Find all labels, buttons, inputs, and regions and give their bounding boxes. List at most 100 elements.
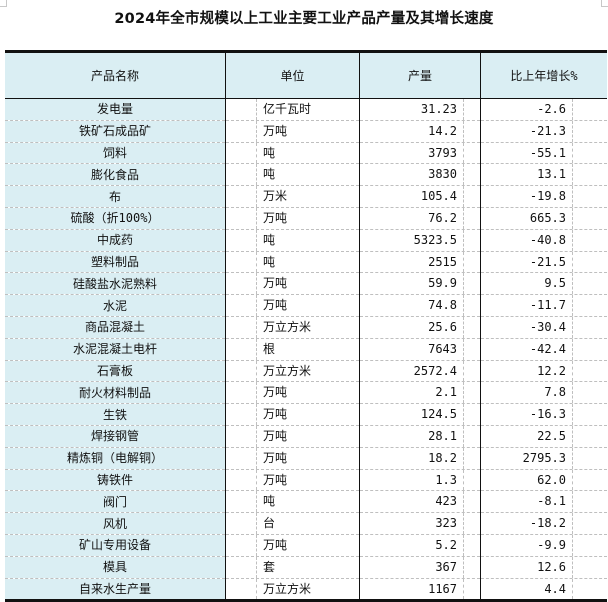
production-table: 产品名称 单位 产量 比上年增长% 发电量 亿千瓦时 31.23 -2.6 铁矿石成品矿… bbox=[5, 50, 607, 602]
growth: 9.5 bbox=[481, 273, 573, 294]
output-cell: 5323.5 bbox=[359, 229, 481, 252]
output-cell: 367 bbox=[359, 556, 481, 579]
unit-cell: 万吨 bbox=[225, 403, 360, 426]
growth: 2795.3 bbox=[481, 447, 573, 469]
growth-cell: 22.5 bbox=[480, 425, 607, 448]
output-cell: 31.23 bbox=[359, 98, 481, 121]
table-row: 布 万米 105.4 -19.8 bbox=[5, 185, 607, 208]
product-name: 膨化食品 bbox=[5, 163, 226, 187]
product-name: 商品混凝土 bbox=[5, 316, 226, 339]
unit-cell: 万吨 bbox=[225, 425, 360, 448]
growth-cell: -21.3 bbox=[480, 120, 607, 143]
table-row: 焊接钢管 万吨 28.1 22.5 bbox=[5, 425, 607, 448]
output: 5323.5 bbox=[360, 229, 464, 251]
output-cell: 423 bbox=[359, 490, 481, 514]
table-row: 硅酸盐水泥熟料 万吨 59.9 9.5 bbox=[5, 272, 607, 296]
output: 1.3 bbox=[360, 469, 464, 490]
output: 323 bbox=[360, 513, 464, 534]
unit-cell: 亿千瓦时 bbox=[225, 98, 360, 121]
product-name: 中成药 bbox=[5, 229, 226, 252]
growth-cell: -18.2 bbox=[480, 512, 607, 535]
table-row: 模具 套 367 12.6 bbox=[5, 556, 607, 579]
unit-cell: 吨 bbox=[225, 142, 360, 165]
table-row: 矿山专用设备 万吨 5.2 -9.9 bbox=[5, 534, 607, 557]
unit: 亿千瓦时 bbox=[263, 102, 312, 116]
unit: 万吨 bbox=[263, 385, 288, 400]
growth-cell: 12.6 bbox=[480, 556, 607, 579]
output-cell: 124.5 bbox=[359, 403, 481, 426]
growth-cell: -2.6 bbox=[480, 98, 607, 121]
output: 367 bbox=[360, 556, 464, 578]
unit: 万立方米 bbox=[263, 319, 312, 334]
output: 2572.4 bbox=[360, 360, 464, 381]
table-row: 膨化食品 吨 3830 13.1 bbox=[5, 163, 607, 187]
unit-cell: 万吨 bbox=[225, 469, 360, 492]
growth: -40.8 bbox=[481, 229, 573, 251]
growth: -55.1 bbox=[481, 142, 573, 163]
unit-cell: 吨 bbox=[225, 229, 360, 252]
header-output: 产量 bbox=[359, 51, 481, 99]
table-row: 水泥混凝土电杆 根 7643 -42.4 bbox=[5, 338, 607, 361]
unit: 万吨 bbox=[263, 407, 288, 422]
growth: -16.3 bbox=[481, 404, 573, 425]
table-row: 铸铁件 万吨 1.3 62.0 bbox=[5, 469, 607, 492]
growth-cell: 9.5 bbox=[480, 272, 607, 296]
unit-cell: 万吨 bbox=[225, 120, 360, 143]
table-row: 发电量 亿千瓦时 31.23 -2.6 bbox=[5, 98, 607, 121]
growth-cell: 665.3 bbox=[480, 207, 607, 230]
output: 124.5 bbox=[360, 404, 464, 425]
growth-cell: 4.4 bbox=[481, 578, 608, 601]
unit: 万立方米 bbox=[263, 581, 312, 596]
output-cell: 3830 bbox=[359, 163, 481, 187]
growth-cell: -11.7 bbox=[480, 294, 607, 317]
page-corner-mark bbox=[0, 0, 7, 7]
table-row: 水泥 万吨 74.8 -11.7 bbox=[5, 294, 607, 317]
growth-cell: -8.1 bbox=[480, 490, 607, 514]
output: 7643 bbox=[360, 338, 464, 360]
growth: 62.0 bbox=[481, 469, 573, 490]
growth-cell: 62.0 bbox=[480, 469, 607, 492]
growth-cell: -16.3 bbox=[480, 403, 607, 426]
header-growth: 比上年增长% bbox=[480, 51, 607, 99]
growth: -9.9 bbox=[481, 534, 573, 556]
growth: 13.1 bbox=[481, 164, 573, 185]
table-row: 饲料 吨 3793 -55.1 bbox=[5, 142, 607, 165]
output: 74.8 bbox=[360, 295, 464, 316]
table-row: 生铁 万吨 124.5 -16.3 bbox=[5, 403, 607, 426]
unit-cell: 万立方米 bbox=[225, 578, 360, 601]
output: 18.2 bbox=[360, 447, 464, 469]
table-title: 2024年全市规模以上工业主要工业产品产量及其增长速度 bbox=[114, 11, 494, 27]
table-row: 商品混凝土 万立方米 25.6 -30.4 bbox=[5, 316, 607, 339]
output-cell: 14.2 bbox=[359, 120, 481, 143]
growth: -21.5 bbox=[481, 251, 573, 272]
unit-cell: 吨 bbox=[225, 163, 360, 187]
growth: -42.4 bbox=[481, 338, 573, 360]
output: 28.1 bbox=[360, 425, 464, 447]
growth: 12.6 bbox=[481, 556, 573, 578]
growth-cell: 2795.3 bbox=[480, 447, 607, 470]
product-name: 硅酸盐水泥熟料 bbox=[5, 272, 226, 296]
output-cell: 2572.4 bbox=[359, 360, 481, 383]
growth: 7.8 bbox=[481, 382, 573, 403]
unit: 万吨 bbox=[263, 210, 288, 225]
unit: 套 bbox=[263, 559, 276, 574]
growth: -11.7 bbox=[481, 295, 573, 316]
header-row: 产品名称 单位 产量 比上年增长% bbox=[5, 51, 607, 99]
product-name: 塑料制品 bbox=[5, 251, 226, 274]
product-name: 生铁 bbox=[5, 403, 226, 426]
table-row: 精炼铜（电解铜） 万吨 18.2 2795.3 bbox=[5, 447, 607, 470]
output-cell: 5.2 bbox=[359, 534, 481, 557]
growth: 12.2 bbox=[481, 360, 573, 381]
output: 59.9 bbox=[360, 273, 464, 294]
product-name: 自来水生产量 bbox=[5, 578, 226, 601]
product-name: 焊接钢管 bbox=[5, 425, 226, 448]
unit: 吨 bbox=[263, 494, 276, 509]
output-cell: 323 bbox=[359, 512, 481, 535]
growth: -30.4 bbox=[481, 316, 573, 338]
product-name: 铁矿石成品矿 bbox=[5, 120, 226, 143]
product-name: 阀门 bbox=[5, 490, 226, 514]
output-cell: 18.2 bbox=[359, 447, 481, 470]
growth: -19.8 bbox=[481, 186, 573, 207]
product-name: 石膏板 bbox=[5, 360, 226, 383]
unit-cell: 台 bbox=[225, 512, 360, 535]
